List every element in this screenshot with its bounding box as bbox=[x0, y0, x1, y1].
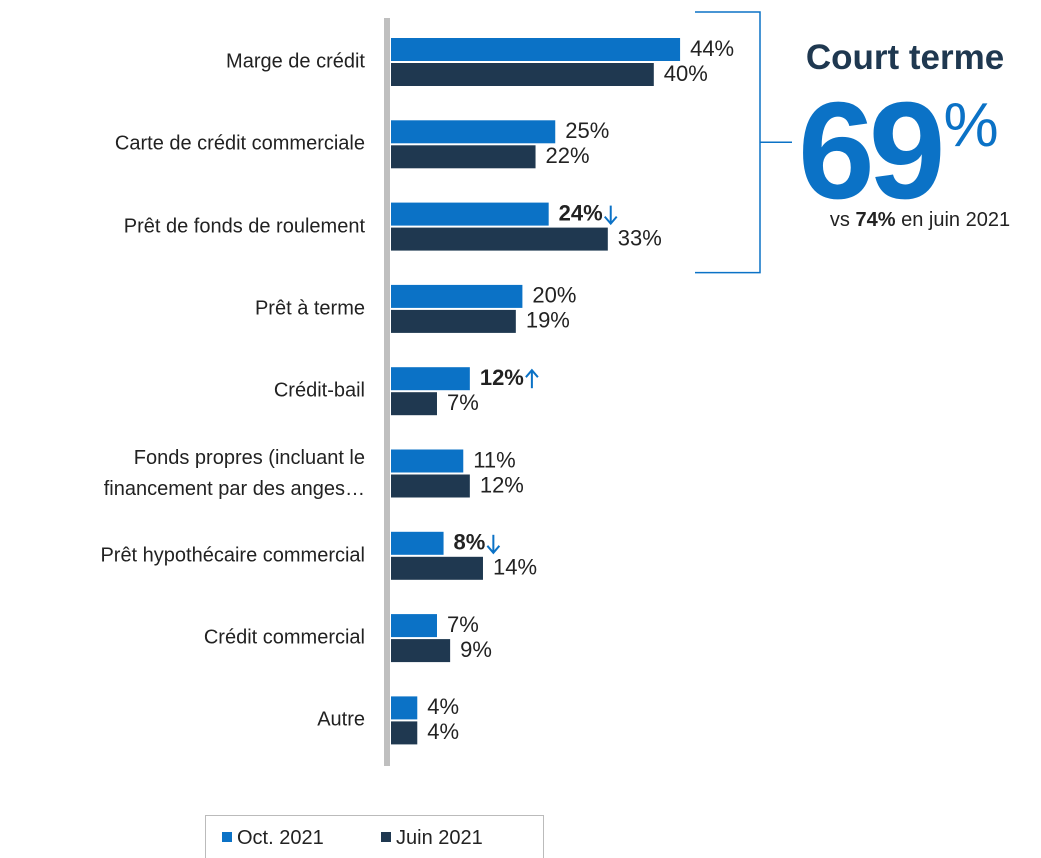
bar bbox=[391, 474, 470, 498]
annotation-number: 69 bbox=[798, 74, 945, 228]
value-label: 8% bbox=[454, 530, 486, 555]
bar bbox=[391, 145, 536, 169]
bar bbox=[391, 614, 437, 638]
change-arrow bbox=[525, 368, 539, 389]
bar bbox=[391, 392, 437, 416]
legend-swatch bbox=[222, 832, 232, 842]
value-label: 11% bbox=[473, 447, 515, 472]
category-label: Crédit commercial bbox=[203, 626, 365, 649]
value-label: 4% bbox=[427, 694, 459, 719]
category-label: Crédit-bail bbox=[273, 379, 365, 402]
category-label: Marge de crédit bbox=[226, 50, 365, 73]
value-label: 40% bbox=[664, 61, 708, 86]
value-label: 44% bbox=[690, 36, 734, 61]
value-label: 4% bbox=[427, 719, 459, 744]
category-label: Fonds propres (incluant le financement p… bbox=[103, 446, 365, 500]
arrow-head bbox=[486, 545, 501, 555]
bar bbox=[391, 284, 523, 308]
bar bbox=[391, 309, 516, 333]
value-label: 20% bbox=[532, 283, 576, 308]
legend-swatch bbox=[381, 832, 391, 842]
arrow-head bbox=[525, 368, 539, 378]
value-label: 25% bbox=[565, 118, 609, 143]
note-value: 74% bbox=[855, 209, 896, 231]
value-label: 12% bbox=[480, 365, 524, 390]
note-suffix: en juin 2021 bbox=[901, 209, 1011, 231]
bracket bbox=[695, 11, 792, 274]
value-label: 12% bbox=[480, 472, 524, 497]
bar bbox=[391, 38, 681, 61]
bar bbox=[391, 63, 654, 86]
note-prefix: vs bbox=[829, 209, 850, 231]
legend-label: Juin 2021 bbox=[396, 827, 483, 849]
legend-item: Oct. 2021 bbox=[222, 827, 324, 850]
category-label: Autre bbox=[317, 708, 365, 731]
arrow-head bbox=[603, 215, 618, 226]
value-label: 22% bbox=[546, 143, 590, 168]
annotation-note: vs 74% en juin 2021 bbox=[790, 209, 1041, 232]
value-label: 19% bbox=[526, 308, 570, 333]
bar bbox=[391, 449, 464, 473]
bar bbox=[391, 639, 451, 663]
bar bbox=[391, 120, 556, 144]
value-label: 24% bbox=[559, 200, 603, 225]
bar bbox=[391, 367, 470, 391]
category-label: Prêt à terme bbox=[254, 297, 365, 320]
change-arrow bbox=[603, 205, 618, 226]
bar bbox=[391, 556, 483, 580]
value-label: 14% bbox=[493, 555, 537, 580]
category-label: Prêt hypothécaire commercial bbox=[100, 544, 365, 567]
bar bbox=[391, 202, 549, 226]
legend: Oct. 2021 Juin 2021 bbox=[205, 815, 544, 858]
bar bbox=[391, 227, 608, 251]
legend-label: Oct. 2021 bbox=[237, 827, 324, 849]
category-label: Carte de crédit commerciale bbox=[114, 132, 365, 155]
bar bbox=[391, 696, 418, 720]
category-label: Prêt de fonds de roulement bbox=[123, 215, 365, 238]
annotation-unit: % bbox=[943, 91, 999, 160]
value-label: 7% bbox=[447, 390, 479, 415]
value-label: 7% bbox=[447, 612, 479, 637]
value-label: 33% bbox=[618, 225, 662, 250]
axis-line bbox=[384, 18, 390, 766]
annotation-value: 69% bbox=[798, 72, 999, 231]
annotation-title: Court terme bbox=[805, 38, 1005, 77]
value-label: 9% bbox=[460, 637, 492, 662]
bar bbox=[391, 721, 418, 745]
bar bbox=[391, 531, 444, 555]
legend-item: Juin 2021 bbox=[381, 827, 483, 850]
change-arrow bbox=[486, 534, 501, 555]
